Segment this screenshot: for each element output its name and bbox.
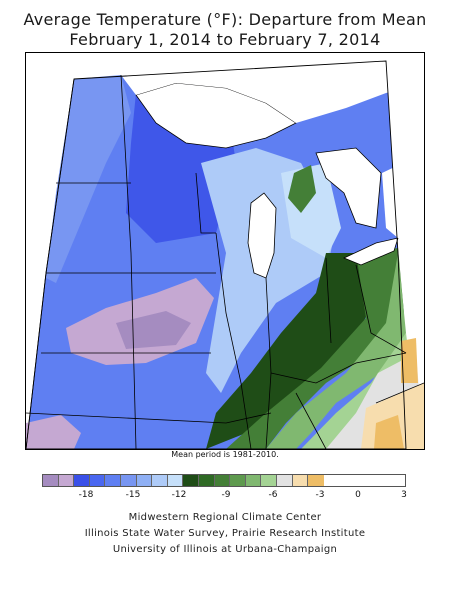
legend-tick-labels: -18 -15 -12 -9 -6 -3 0 3 xyxy=(42,490,407,504)
legend-tick: -12 xyxy=(171,490,187,500)
temperature-departure-map xyxy=(25,52,425,450)
legend-swatch xyxy=(245,475,262,486)
state-boundaries xyxy=(26,74,424,449)
legend-swatch xyxy=(183,475,199,486)
legend-swatch xyxy=(120,475,137,486)
legend-swatch xyxy=(89,475,106,486)
canada-area xyxy=(116,53,424,123)
legend-swatch xyxy=(276,475,293,486)
lake-michigan xyxy=(247,192,277,279)
color-legend: -18 -15 -12 -9 -6 -3 0 3 xyxy=(42,474,407,504)
zone-southwest-cold xyxy=(26,415,81,449)
map-date-range: February 1, 2014 to February 7, 2014 xyxy=(69,30,381,49)
zone-iowa-core xyxy=(116,311,191,349)
credit-isws: Illinois State Water Survey, Prairie Res… xyxy=(84,528,366,539)
legend-swatch xyxy=(214,475,231,486)
canada-east xyxy=(382,153,424,253)
legend-tick: -3 xyxy=(315,490,325,500)
legend-swatch xyxy=(261,475,277,486)
legend-tick: -6 xyxy=(268,490,278,500)
legend-swatch xyxy=(74,475,90,486)
lake-erie xyxy=(343,237,399,266)
legend-tick: -15 xyxy=(125,490,141,500)
credit-mrcc: Midwestern Regional Climate Center xyxy=(128,512,322,523)
mean-period-note: Mean period is 1981-2010. xyxy=(171,450,279,459)
zone-warmest xyxy=(401,338,418,383)
lake-huron xyxy=(315,147,382,229)
legend-swatch xyxy=(105,475,121,486)
credit-uiuc: University of Illinois at Urbana-Champai… xyxy=(112,544,338,555)
legend-swatch xyxy=(308,475,324,486)
legend-swatch xyxy=(167,475,184,486)
legend-tick: -18 xyxy=(78,490,94,500)
legend-swatch xyxy=(152,475,168,486)
zone-light-green xyxy=(266,253,406,449)
legend-tick: 3 xyxy=(401,490,407,500)
zone-warmest-south xyxy=(374,415,404,449)
legend-swatch xyxy=(58,475,75,486)
legend-tick: -9 xyxy=(221,490,231,500)
legend-swatch xyxy=(136,475,153,486)
zone-dark-green xyxy=(206,253,371,449)
legend-swatches xyxy=(42,474,406,487)
legend-swatch xyxy=(198,475,215,486)
legend-tick: 0 xyxy=(355,490,361,500)
legend-swatch xyxy=(230,475,246,486)
legend-swatch xyxy=(292,475,309,486)
zone-michigan-green xyxy=(288,165,316,213)
map-title: Average Temperature (°F): Departure from… xyxy=(23,10,427,29)
legend-swatch xyxy=(43,475,59,486)
